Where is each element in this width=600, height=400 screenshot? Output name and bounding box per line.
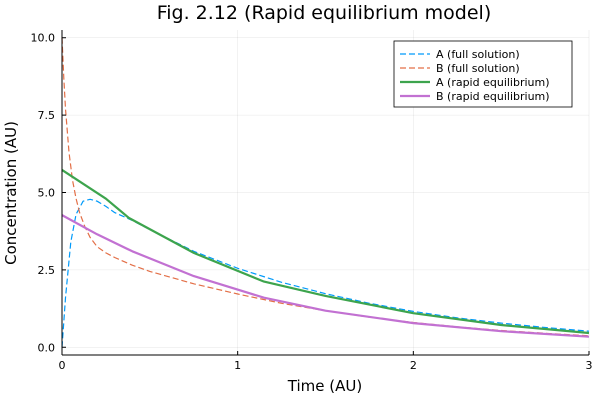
legend: A (full solution)B (full solution)A (rap…: [393, 40, 573, 108]
y-tick-label: 7.5: [38, 109, 56, 122]
y-tick-label: 5.0: [38, 187, 56, 200]
plot-series: [61, 37, 590, 348]
series-line-4: [61, 214, 590, 338]
tick-labels: 0 1 2 3 0.0 2.5 5.0 7.5 10.0: [31, 32, 593, 372]
y-tick-label: 2.5: [38, 264, 56, 277]
legend-label: A (full solution): [436, 48, 520, 61]
y-axis-label: Concentration (AU): [2, 121, 20, 265]
chart-title: Fig. 2.12 (Rapid equilibrium model): [157, 2, 492, 24]
y-tick-label: 0.0: [38, 341, 56, 354]
x-tick-label: 1: [234, 359, 241, 372]
legend-label: B (full solution): [436, 62, 520, 75]
legend-label: A (rapid equilibrium): [436, 76, 550, 89]
x-tick-label: 0: [59, 359, 66, 372]
x-tick-label: 2: [410, 359, 417, 372]
axes: [61, 30, 590, 356]
legend-label: B (rapid equilibrium): [436, 90, 550, 103]
x-tick-label: 3: [586, 359, 593, 372]
x-axis-label: Time (AU): [287, 377, 362, 395]
series-line-3: [61, 168, 590, 335]
y-tick-label: 10.0: [31, 32, 56, 45]
